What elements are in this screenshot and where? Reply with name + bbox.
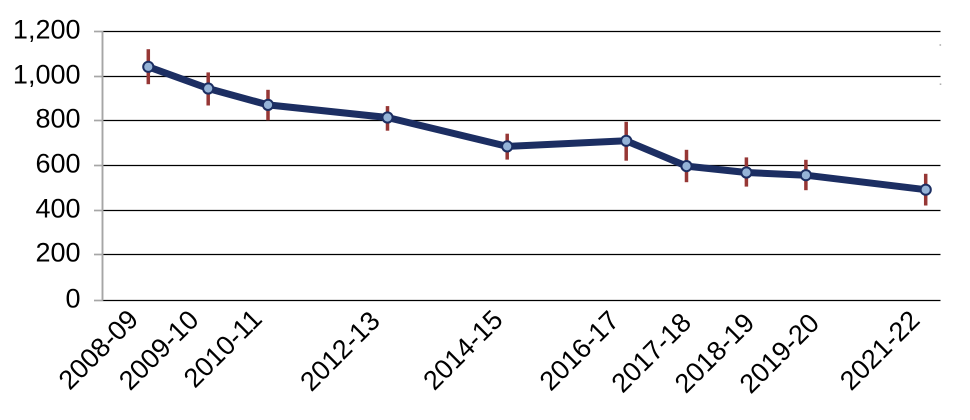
svg-text:600: 600 bbox=[35, 149, 80, 179]
svg-text:400: 400 bbox=[35, 194, 80, 224]
svg-text:800: 800 bbox=[35, 104, 80, 134]
svg-text:1,000: 1,000 bbox=[13, 60, 81, 90]
svg-text:1,200: 1,200 bbox=[13, 15, 81, 45]
svg-text:0: 0 bbox=[65, 284, 80, 314]
svg-text:200: 200 bbox=[35, 238, 80, 268]
